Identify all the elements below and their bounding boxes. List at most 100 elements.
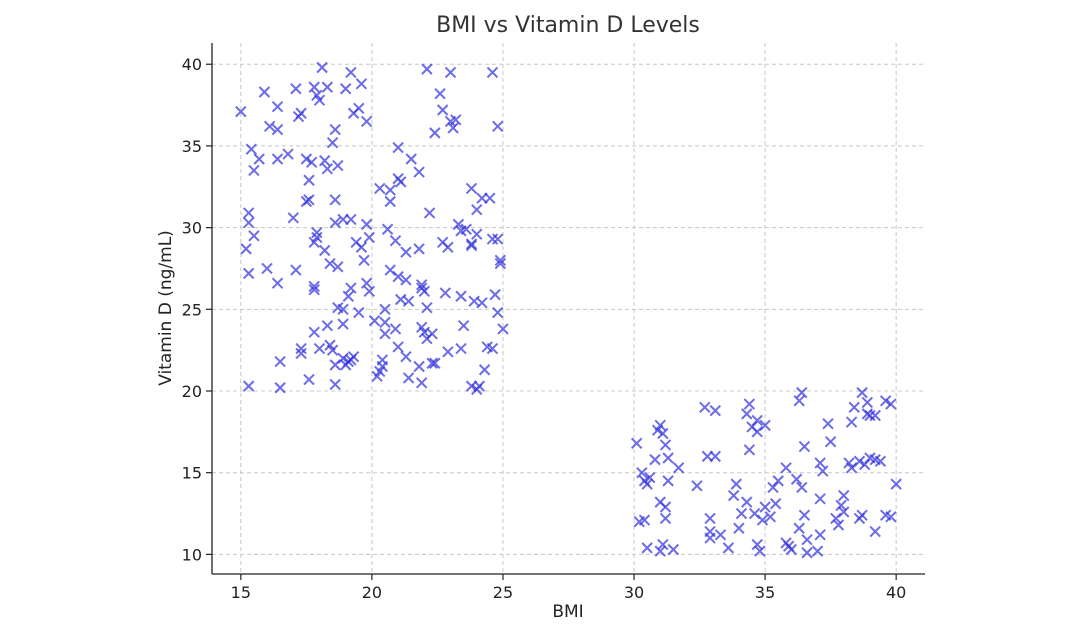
data-point-marker <box>814 457 826 469</box>
data-point-marker <box>869 525 881 538</box>
y-axis-label: Vitamin D (ng/mL) <box>156 230 176 386</box>
data-point-marker <box>848 401 860 414</box>
data-point-marker <box>308 326 320 338</box>
data-point-marker <box>423 207 436 219</box>
y-tick-label: 20 <box>182 382 202 401</box>
data-point-marker <box>751 414 763 427</box>
data-point-marker <box>447 122 459 134</box>
data-point-marker <box>345 213 357 226</box>
data-point-marker <box>321 81 334 93</box>
data-point-marker <box>329 359 341 371</box>
x-tick-label: 20 <box>362 583 382 602</box>
data-point-marker <box>494 257 507 270</box>
data-point-marker <box>796 481 808 494</box>
data-point-marker <box>654 419 666 432</box>
data-point-marker <box>465 182 478 195</box>
data-point-marker <box>856 386 868 399</box>
data-point-marker <box>465 238 478 250</box>
data-point-marker <box>400 246 412 258</box>
data-point-marker <box>654 545 666 557</box>
data-point-marker <box>492 306 504 319</box>
data-point-marker <box>413 360 425 373</box>
data-point-marker <box>353 306 365 319</box>
data-point-marker <box>290 264 302 276</box>
data-point-marker <box>242 217 255 229</box>
data-point-marker <box>450 114 462 126</box>
data-point-marker <box>329 217 341 229</box>
data-point-marker <box>392 270 404 283</box>
data-point-marker <box>274 382 286 394</box>
data-point-marker <box>360 115 373 128</box>
data-point-marker <box>473 380 486 392</box>
data-point-marker <box>859 458 871 471</box>
data-point-marker <box>879 395 892 407</box>
data-point-marker <box>486 233 499 245</box>
data-point-marker <box>363 231 375 244</box>
data-point-marker <box>699 401 711 414</box>
data-point-marker <box>305 156 318 168</box>
data-point-marker <box>337 318 349 330</box>
data-point-marker <box>743 444 756 456</box>
data-point-marker <box>814 493 826 505</box>
x-tick-label: 40 <box>886 583 906 602</box>
data-point-marker <box>667 543 680 556</box>
data-point-marker <box>271 153 284 165</box>
data-point-marker <box>326 344 339 356</box>
data-point-marker <box>413 243 425 255</box>
data-point-marker <box>282 148 294 160</box>
data-point-marker <box>287 212 299 224</box>
data-point-marker <box>363 285 375 298</box>
data-point-marker <box>785 543 798 556</box>
data-point-marker <box>874 455 887 467</box>
data-point-marker <box>274 355 286 368</box>
data-point-marker <box>295 342 307 355</box>
data-points <box>235 61 902 559</box>
data-point-marker <box>342 290 355 302</box>
data-point-marker <box>263 120 276 133</box>
x-tick-label: 25 <box>493 583 513 602</box>
data-point-marker <box>641 478 653 490</box>
y-tick-label: 10 <box>182 545 202 564</box>
data-point-marker <box>455 290 467 302</box>
data-point-marker <box>759 501 771 513</box>
data-point-marker <box>793 395 805 407</box>
data-point-marker <box>457 319 470 332</box>
data-point-marker <box>402 372 415 384</box>
data-point-marker <box>353 102 365 115</box>
data-point-marker <box>329 194 341 206</box>
data-point-marker <box>657 538 669 551</box>
data-point-marker <box>641 542 653 554</box>
data-point-marker <box>329 123 341 136</box>
data-point-marker <box>379 316 391 329</box>
data-point-marker <box>662 452 674 464</box>
data-point-marker <box>332 159 344 172</box>
data-point-marker <box>311 226 323 239</box>
data-point-marker <box>326 136 339 149</box>
data-point-marker <box>429 127 441 139</box>
data-point-marker <box>801 547 813 559</box>
data-point-marker <box>801 533 813 546</box>
data-point-marker <box>730 478 742 490</box>
data-point-marker <box>429 357 441 369</box>
data-point-marker <box>644 471 656 484</box>
data-point-marker <box>400 274 412 286</box>
data-point-marker <box>743 398 756 410</box>
data-point-marker <box>402 295 415 307</box>
data-point-marker <box>329 378 341 391</box>
data-point-marker <box>245 143 258 155</box>
data-point-marker <box>439 287 452 299</box>
data-point-marker <box>400 350 412 363</box>
data-point-marker <box>308 81 320 93</box>
data-point-marker <box>486 342 499 355</box>
data-point-marker <box>638 514 651 526</box>
data-point-marker <box>489 288 501 301</box>
data-point-marker <box>271 101 284 113</box>
data-point-marker <box>337 303 349 316</box>
x-tick-label: 15 <box>231 583 251 602</box>
data-point-marker <box>845 416 858 428</box>
data-point-marker <box>444 66 457 79</box>
data-point-marker <box>392 141 404 154</box>
data-point-marker <box>798 509 811 521</box>
data-point-marker <box>494 254 507 267</box>
data-point-marker <box>853 455 866 467</box>
